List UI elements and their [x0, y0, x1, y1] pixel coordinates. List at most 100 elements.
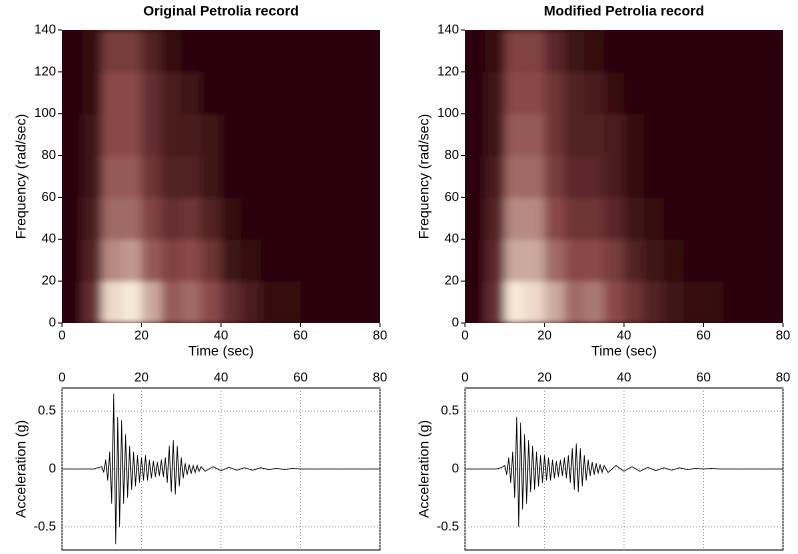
heatmap-cell [280, 155, 301, 198]
heatmap-cell [340, 197, 361, 240]
heatmap-cell [763, 30, 783, 73]
heatmap-cell [121, 197, 142, 240]
heatmap-cell [201, 239, 222, 282]
heatmap-cell [221, 155, 242, 198]
chart-title: Original Petrolia record [143, 3, 299, 19]
heatmap-cell [604, 71, 625, 115]
heatmap-cell [723, 281, 744, 323]
heatmap-cell [723, 239, 744, 282]
heatmap-cell [360, 71, 380, 115]
heatmap-cell [544, 281, 565, 323]
heatmap-cell [320, 197, 341, 240]
heatmap-cell [624, 239, 645, 282]
x-axis-label: Time (sec) [591, 343, 657, 359]
heatmap-cell [240, 113, 262, 157]
heatmap-cell [743, 197, 764, 240]
y-tick-label: 80 [42, 147, 56, 162]
heatmap-cell [663, 239, 685, 282]
heatmap-cell [181, 71, 202, 115]
heatmap-cell [101, 239, 123, 282]
heatmap-cell [723, 197, 744, 240]
heatmap-cell [584, 239, 605, 282]
heatmap-cell [604, 239, 625, 282]
heatmap-cell [81, 71, 103, 115]
heatmap-cell [201, 113, 222, 157]
heatmap-cell [181, 239, 202, 282]
heatmap-cell [643, 113, 665, 157]
heatmap-cell [524, 281, 545, 323]
heatmap-cell [260, 71, 282, 115]
heatmap-cell [240, 239, 262, 282]
heatmap-cell [604, 197, 625, 240]
heatmap-blur [62, 30, 380, 323]
heatmap-cell [101, 71, 123, 115]
x-tick-label: 0 [58, 327, 65, 342]
y-tick-label: 100 [34, 105, 56, 120]
heatmap-cell [683, 30, 704, 73]
heatmap-cell [201, 155, 222, 198]
heatmap-cell [484, 197, 506, 240]
x-tick-label: 80 [776, 369, 790, 384]
heatmap-cell [683, 113, 704, 157]
heatmap-cell [300, 30, 321, 73]
heatmap-cell [643, 197, 665, 240]
heatmap-cell [584, 30, 605, 73]
heatmap-cell [81, 155, 103, 198]
x-tick-label: 80 [776, 327, 790, 342]
y-tick-label: 60 [445, 189, 459, 204]
heatmap-cell [604, 281, 625, 323]
signal-line [62, 393, 380, 545]
heatmap-cell [524, 71, 545, 115]
x-tick-label: 20 [537, 369, 551, 384]
heatmap-cell [201, 30, 222, 73]
y-tick-label: 140 [437, 21, 459, 36]
x-tick-label: 80 [373, 327, 387, 342]
heatmap-cell [320, 71, 341, 115]
heatmap-cell [743, 239, 764, 282]
heatmap-cell [62, 239, 83, 282]
heatmap-cell [624, 30, 645, 73]
heatmap-cell [240, 197, 262, 240]
heatmap-cell [221, 281, 242, 323]
y-tick-label: -0.5 [34, 518, 56, 533]
x-tick-label: 40 [214, 369, 228, 384]
heatmap-cell [604, 113, 625, 157]
heatmap-cell [181, 155, 202, 198]
heatmap-cell [465, 197, 486, 240]
heatmap-cell [484, 30, 506, 73]
heatmap-cell [221, 30, 242, 73]
heatmap-cell [340, 30, 361, 73]
heatmap-cell [360, 239, 380, 282]
heatmap-cell [484, 281, 506, 323]
heatmap-cell [524, 113, 545, 157]
heatmap-cell [360, 30, 380, 73]
x-tick-label: 60 [696, 327, 710, 342]
heatmap-cell [703, 197, 724, 240]
heatmap-cell [643, 155, 665, 198]
heatmap-cell [524, 155, 545, 198]
heatmap-cell [624, 155, 645, 198]
heatmap-cell [763, 281, 783, 323]
heatmap-cell [663, 30, 685, 73]
heatmap-cell [544, 30, 565, 73]
heatmap-cell [280, 239, 301, 282]
heatmap-cell [320, 239, 341, 282]
heatmap-cell [763, 155, 783, 198]
heatmap-cell [643, 281, 665, 323]
heatmap-cell [221, 113, 242, 157]
heatmap-cell [465, 239, 486, 282]
heatmap-cell [604, 155, 625, 198]
heatmap-cells [62, 30, 380, 323]
heatmap-cell [320, 113, 341, 157]
heatmap-cell [101, 113, 123, 157]
heatmap-cell [360, 197, 380, 240]
heatmap-cell [340, 281, 361, 323]
x-tick-label: 0 [461, 327, 468, 342]
heatmap-cell [260, 155, 282, 198]
heatmap-cell [564, 113, 585, 157]
heatmap-cell [624, 71, 645, 115]
y-tick-label: 80 [445, 147, 459, 162]
y-tick-label: 0 [49, 460, 56, 475]
heatmap-cell [81, 113, 103, 157]
x-axis-label: Time (sec) [188, 343, 254, 359]
